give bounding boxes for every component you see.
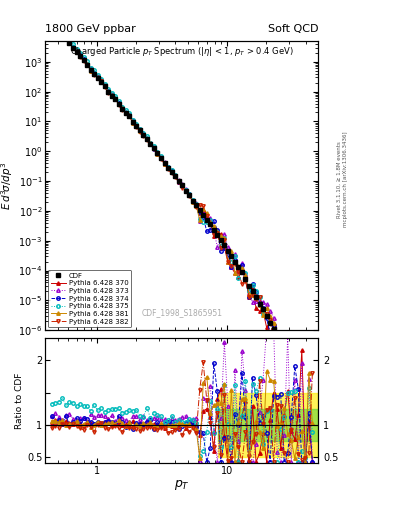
Pythia 6.428 382	[307, 414, 311, 420]
Line: Pythia 6.428 381: Pythia 6.428 381	[50, 20, 314, 420]
CDF	[247, 283, 252, 289]
Text: CDF_1998_S1865951: CDF_1998_S1865951	[141, 308, 222, 317]
Pythia 6.428 373	[282, 351, 286, 357]
Pythia 6.428 382	[71, 45, 75, 51]
Pythia 6.428 373	[254, 298, 259, 305]
Pythia 6.428 374	[282, 359, 286, 366]
Pythia 6.428 373	[257, 298, 262, 304]
Pythia 6.428 375	[282, 347, 286, 353]
Pythia 6.428 381	[310, 415, 315, 421]
Legend: CDF, Pythia 6.428 370, Pythia 6.428 373, Pythia 6.428 374, Pythia 6.428 375, Pyt: CDF, Pythia 6.428 370, Pythia 6.428 373,…	[48, 270, 131, 328]
Pythia 6.428 370	[264, 325, 269, 331]
Pythia 6.428 381	[282, 345, 286, 351]
Pythia 6.428 381	[257, 302, 262, 308]
Line: Pythia 6.428 370: Pythia 6.428 370	[50, 20, 314, 432]
Pythia 6.428 375	[254, 288, 259, 294]
Text: Rivet 3.1.10, ≥ 1.8M events: Rivet 3.1.10, ≥ 1.8M events	[336, 141, 341, 218]
Pythia 6.428 374	[310, 427, 315, 433]
Pythia 6.428 374	[71, 45, 75, 51]
Pythia 6.428 375	[310, 417, 315, 423]
Pythia 6.428 370	[50, 19, 54, 25]
Pythia 6.428 373	[247, 290, 252, 296]
Pythia 6.428 374	[257, 300, 262, 306]
Pythia 6.428 375	[264, 311, 269, 317]
Line: Pythia 6.428 382: Pythia 6.428 382	[50, 22, 314, 418]
Text: Charged Particle $p_T$ Spectrum ($|\eta|$ < 1, $p_T$ > 0.4 GeV): Charged Particle $p_T$ Spectrum ($|\eta|…	[70, 45, 294, 58]
Pythia 6.428 373	[71, 44, 75, 50]
Y-axis label: Ratio to CDF: Ratio to CDF	[15, 372, 24, 429]
CDF	[257, 301, 262, 307]
CDF	[264, 313, 269, 319]
Pythia 6.428 370	[254, 305, 259, 311]
Pythia 6.428 375	[247, 288, 252, 294]
Pythia 6.428 381	[264, 305, 269, 311]
CDF	[71, 45, 75, 51]
Line: Pythia 6.428 375: Pythia 6.428 375	[50, 17, 314, 422]
Y-axis label: $E\,d^3\!\sigma/dp^3$: $E\,d^3\!\sigma/dp^3$	[0, 161, 15, 210]
Pythia 6.428 373	[50, 18, 54, 24]
Pythia 6.428 382	[247, 294, 252, 300]
Pythia 6.428 374	[264, 315, 269, 321]
CDF	[254, 293, 259, 300]
Pythia 6.428 375	[50, 16, 54, 22]
Pythia 6.428 373	[310, 426, 315, 432]
Pythia 6.428 373	[264, 302, 269, 308]
Pythia 6.428 375	[71, 41, 75, 47]
Pythia 6.428 381	[254, 293, 259, 299]
Text: 1800 GeV ppbar: 1800 GeV ppbar	[45, 24, 136, 34]
CDF	[282, 348, 286, 354]
Pythia 6.428 370	[257, 308, 262, 314]
X-axis label: $p_T$: $p_T$	[174, 478, 190, 492]
Pythia 6.428 381	[247, 291, 252, 297]
Text: mcplots.cern.ch [arXiv:1306.3436]: mcplots.cern.ch [arXiv:1306.3436]	[343, 132, 348, 227]
Pythia 6.428 374	[50, 18, 54, 24]
Pythia 6.428 370	[282, 347, 286, 353]
CDF	[310, 416, 315, 422]
Line: Pythia 6.428 374: Pythia 6.428 374	[50, 19, 314, 432]
Pythia 6.428 375	[257, 293, 262, 300]
Text: Soft QCD: Soft QCD	[268, 24, 318, 34]
Pythia 6.428 382	[264, 310, 269, 316]
Pythia 6.428 381	[50, 19, 54, 25]
Line: Pythia 6.428 373: Pythia 6.428 373	[50, 19, 314, 431]
Pythia 6.428 374	[254, 289, 259, 295]
CDF	[50, 19, 54, 26]
Pythia 6.428 370	[310, 427, 315, 433]
Pythia 6.428 370	[247, 294, 252, 300]
Pythia 6.428 370	[71, 45, 75, 51]
Pythia 6.428 382	[257, 294, 262, 300]
Line: CDF: CDF	[50, 20, 314, 421]
Pythia 6.428 382	[254, 295, 259, 302]
Pythia 6.428 382	[50, 20, 54, 27]
Pythia 6.428 382	[282, 356, 286, 362]
Pythia 6.428 382	[310, 408, 315, 414]
Pythia 6.428 374	[247, 294, 252, 300]
Pythia 6.428 381	[71, 45, 75, 51]
